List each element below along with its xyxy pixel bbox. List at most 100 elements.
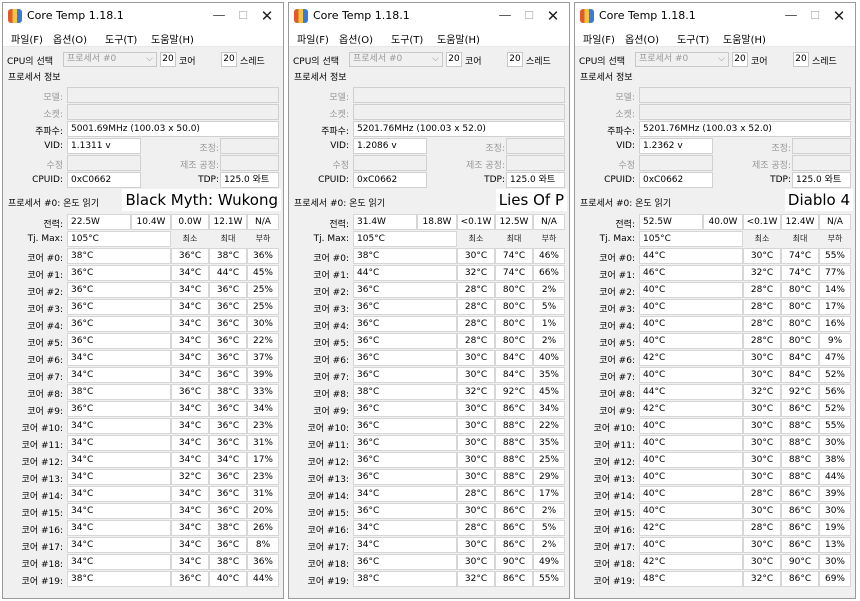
power-value: <0.1W: [457, 214, 495, 230]
core-max-value: 80°C: [781, 282, 819, 298]
tjmax-label: Tj. Max:: [599, 234, 635, 244]
stepping-label: 조정:: [485, 144, 505, 154]
core-min-value: 32°C: [457, 571, 495, 587]
core-label: 코어 #11:: [21, 441, 63, 451]
core-min-value: 32°C: [743, 265, 781, 281]
vid-label: VID:: [616, 141, 635, 151]
maximize-button[interactable]: ☐: [810, 9, 820, 22]
max-column-header: 최대: [220, 234, 236, 243]
core-count-field: 20: [446, 52, 462, 67]
core-min-value: 30°C: [457, 248, 495, 264]
menu-item[interactable]: 도움말(H): [437, 35, 480, 46]
core-min-value: 30°C: [743, 418, 781, 434]
cpu-select-dropdown[interactable]: 프로세서 #0 ⌵: [349, 52, 443, 67]
cpuid-label: CPUID:: [604, 175, 635, 185]
core-min-value: 36°C: [171, 248, 209, 264]
close-button[interactable]: ✕: [546, 7, 560, 25]
menu-item[interactable]: 옵션(O): [625, 35, 660, 46]
vid-label: VID:: [44, 141, 63, 151]
menu-item[interactable]: 도구(T): [677, 35, 710, 46]
core-max-value: 80°C: [781, 316, 819, 332]
core-label: 코어 #8:: [599, 390, 635, 400]
core-load-value: 49%: [533, 554, 565, 570]
maximize-button[interactable]: ☐: [524, 9, 534, 22]
close-button[interactable]: ✕: [260, 7, 274, 25]
menu-item[interactable]: 도구(T): [105, 35, 138, 46]
core-label: 코어 #17:: [21, 543, 63, 553]
menu-item[interactable]: 도움말(H): [151, 35, 194, 46]
core-min-value: 30°C: [743, 469, 781, 485]
core-max-value: 74°C: [781, 265, 819, 281]
core-max-value: 34°C: [209, 452, 247, 468]
title-bar: Core Temp 1.18.1 — ☐ ✕: [575, 3, 855, 29]
core-load-value: 47%: [819, 350, 851, 366]
core-label: 코어 #4:: [27, 322, 63, 332]
core-min-value: 36°C: [171, 571, 209, 587]
core-load-value: 55%: [819, 418, 851, 434]
core-temp-value: 36°C: [67, 299, 171, 315]
core-label: 코어 #16:: [307, 526, 349, 536]
temperature-readings-heading: 프로세서 #0: 온도 읽기: [294, 199, 386, 209]
close-button[interactable]: ✕: [832, 7, 846, 25]
menu-item[interactable]: 도움말(H): [723, 35, 766, 46]
core-min-value: 30°C: [457, 418, 495, 434]
frequency-field: 5001.69MHz (100.03 x 50.0): [67, 121, 279, 137]
core-load-value: 38%: [819, 452, 851, 468]
core-min-value: 34°C: [171, 503, 209, 519]
core-load-value: 77%: [819, 265, 851, 281]
cpuid-label: CPUID:: [318, 175, 349, 185]
min-column-header: 최소: [754, 234, 770, 243]
menu-item[interactable]: 옵션(O): [53, 35, 88, 46]
max-column-header: 최대: [792, 234, 808, 243]
core-min-value: 30°C: [743, 435, 781, 451]
core-label: 코어 #14:: [593, 492, 635, 502]
core-max-value: 36°C: [209, 401, 247, 417]
cpu-select-dropdown[interactable]: 프로세서 #0 ⌵: [635, 52, 729, 67]
menu-item[interactable]: 파일(F): [11, 35, 43, 46]
core-label: 코어 #5:: [313, 339, 349, 349]
core-min-value: 36°C: [171, 384, 209, 400]
power-value: 18.8W: [417, 214, 457, 230]
core-max-value: 38°C: [209, 248, 247, 264]
core-temp-value: 36°C: [353, 350, 457, 366]
core-temp-value: 40°C: [639, 486, 743, 502]
model-field: [639, 87, 851, 103]
core-max-value: 80°C: [781, 333, 819, 349]
lithography-label: 제조 공정:: [465, 161, 505, 171]
core-temp-value: 36°C: [67, 265, 171, 281]
core-max-value: 86°C: [781, 520, 819, 536]
core-max-value: 36°C: [209, 503, 247, 519]
minimize-button[interactable]: —: [784, 8, 798, 23]
power-label: 전력:: [615, 220, 635, 230]
cpu-select-value: 프로세서 #0: [67, 54, 117, 64]
core-temp-value: 40°C: [639, 503, 743, 519]
core-max-value: 88°C: [781, 435, 819, 451]
core-max-value: 80°C: [495, 282, 533, 298]
core-load-value: 25%: [533, 452, 565, 468]
menu-item[interactable]: 파일(F): [583, 35, 615, 46]
stepping-field: [506, 138, 565, 154]
core-temp-app-icon: [8, 9, 22, 23]
core-max-value: 92°C: [781, 384, 819, 400]
core-load-value: 52%: [819, 367, 851, 383]
core-max-value: 36°C: [209, 435, 247, 451]
cpuid-field: 0xC0662: [353, 172, 427, 188]
core-load-value: 36%: [247, 554, 279, 570]
minimize-button[interactable]: —: [212, 8, 226, 23]
core-label: 코어 #7:: [27, 373, 63, 383]
minimize-button[interactable]: —: [498, 8, 512, 23]
core-label: 코어 #5:: [27, 339, 63, 349]
maximize-button[interactable]: ☐: [238, 9, 248, 22]
core-max-value: 38°C: [209, 520, 247, 536]
core-label: 코어 #18:: [307, 560, 349, 570]
cpu-select-dropdown[interactable]: 프로세서 #0 ⌵: [63, 52, 157, 67]
core-temp-value: 48°C: [639, 571, 743, 587]
core-min-value: 30°C: [743, 452, 781, 468]
core-label: 코어 #5:: [599, 339, 635, 349]
core-label: 코어 #15:: [307, 509, 349, 519]
core-max-value: 44°C: [209, 265, 247, 281]
core-temp-value: 36°C: [353, 316, 457, 332]
menu-item[interactable]: 도구(T): [391, 35, 424, 46]
menu-item[interactable]: 파일(F): [297, 35, 329, 46]
menu-item[interactable]: 옵션(O): [339, 35, 374, 46]
